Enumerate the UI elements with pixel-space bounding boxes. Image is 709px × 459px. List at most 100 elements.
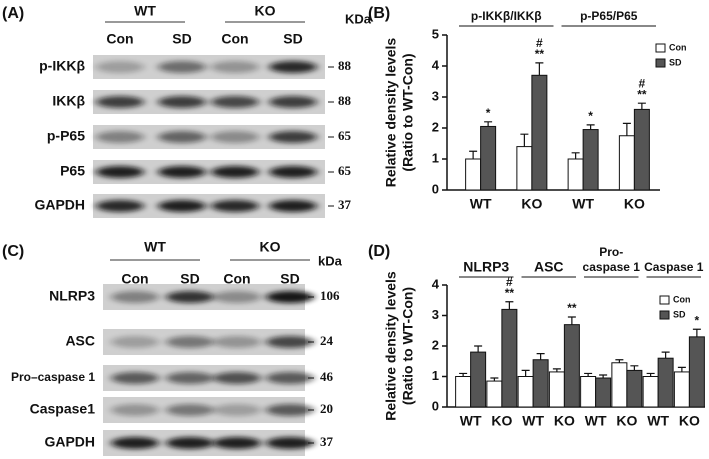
kda-label: 37 (338, 197, 352, 212)
legend-label: SD (673, 309, 686, 319)
blot-band (158, 131, 206, 143)
lane-label: Con (223, 271, 250, 287)
blot-band (211, 96, 259, 108)
bar (480, 125, 497, 191)
group-label: p-IKKβ/IKKβ (471, 9, 542, 23)
blot-band (211, 61, 259, 73)
blot-band (213, 372, 261, 384)
error-bar (535, 62, 544, 76)
blot-band (96, 166, 144, 178)
blot-band (158, 61, 206, 73)
lane-label: SD (172, 31, 191, 47)
row-label: GAPDH (34, 197, 85, 213)
blot-band (111, 372, 159, 384)
x-tick-label: WT (522, 413, 544, 429)
x-tick-label: KO (679, 413, 700, 429)
y-axis-label: (Ratio to WT-Con) (400, 287, 416, 405)
legend-swatch (659, 310, 670, 320)
blot-band (111, 404, 159, 416)
x-tick-label: WT (572, 196, 594, 212)
error-bar (599, 374, 608, 379)
kda-label: 65 (338, 128, 352, 143)
error-bar (630, 365, 639, 371)
legend-swatch (655, 58, 666, 68)
x-tick-label: WT (647, 413, 669, 429)
error-bar (646, 372, 655, 377)
blot-band (96, 131, 144, 143)
blot-band (166, 291, 214, 303)
row-label: p-IKKβ (39, 58, 85, 74)
blot-band (211, 131, 259, 143)
blot-band (166, 336, 214, 348)
bar (470, 351, 487, 408)
kda-label: 88 (338, 58, 352, 73)
row-label: GAPDH (44, 434, 95, 450)
kda-label: 106 (320, 288, 340, 303)
blot-band (213, 437, 261, 449)
error-bar (469, 150, 478, 159)
x-tick-label: WT (470, 196, 492, 212)
error-bar (536, 353, 545, 360)
bar (516, 146, 533, 191)
panel-label: (B) (368, 5, 390, 22)
blot-band (269, 166, 317, 178)
group-label: Pro- (599, 245, 623, 259)
blot-band (266, 291, 314, 303)
bar (455, 376, 472, 408)
error-bar (520, 133, 529, 147)
x-tick-label: KO (624, 196, 645, 212)
blot-band (213, 404, 261, 416)
bar (618, 135, 635, 191)
bar (531, 74, 548, 191)
row-label: p-P65 (47, 128, 85, 144)
blot-band (266, 437, 314, 449)
blot-band (266, 336, 314, 348)
y-tick-label: 5 (432, 26, 439, 41)
group-label: caspase 1 (583, 260, 641, 274)
blot-band (111, 291, 159, 303)
error-bar (615, 359, 624, 363)
bar (673, 371, 690, 408)
x-tick-label: KO (521, 196, 542, 212)
x-tick-label: KO (554, 413, 575, 429)
error-bar (692, 328, 701, 337)
bar (517, 376, 534, 408)
group-label: KO (260, 239, 281, 255)
panel-label: (D) (368, 243, 390, 260)
row-label: Pro–caspase 1 (11, 370, 95, 384)
y-axis-label: (Ratio to WT-Con) (400, 53, 416, 171)
bar (567, 158, 584, 191)
error-bar (505, 301, 514, 310)
significance-mark: # (536, 36, 543, 50)
unit-label: KDa (345, 11, 372, 26)
x-tick-label: WT (460, 413, 482, 429)
row-label: NLRP3 (49, 288, 95, 304)
group-label: WT (134, 3, 156, 19)
row-label: Caspase1 (30, 401, 96, 417)
blot-band (269, 200, 317, 212)
error-bar (586, 124, 595, 130)
kda-label: 37 (320, 434, 334, 449)
group-label: ASC (534, 259, 564, 275)
row-label: P65 (60, 163, 85, 179)
significance-mark: * (486, 106, 491, 120)
group-label: WT (144, 239, 166, 255)
y-tick-label: 2 (432, 119, 439, 134)
group-label: Caspase 1 (644, 260, 704, 274)
lane-label: SD (180, 271, 199, 287)
kda-label: 88 (338, 93, 352, 108)
legend-swatch (659, 295, 670, 305)
bar (486, 380, 503, 408)
bar (688, 336, 705, 408)
unit-label: kDa (318, 253, 343, 268)
panel-label: (C) (2, 243, 24, 260)
blot-band (266, 372, 314, 384)
kda-label: 20 (320, 401, 333, 416)
blot-band (96, 96, 144, 108)
row-label: ASC (65, 333, 95, 349)
y-tick-label: 4 (432, 57, 440, 72)
kda-label: 46 (320, 369, 334, 384)
error-bar (474, 345, 483, 353)
y-tick-label: 3 (432, 307, 439, 322)
